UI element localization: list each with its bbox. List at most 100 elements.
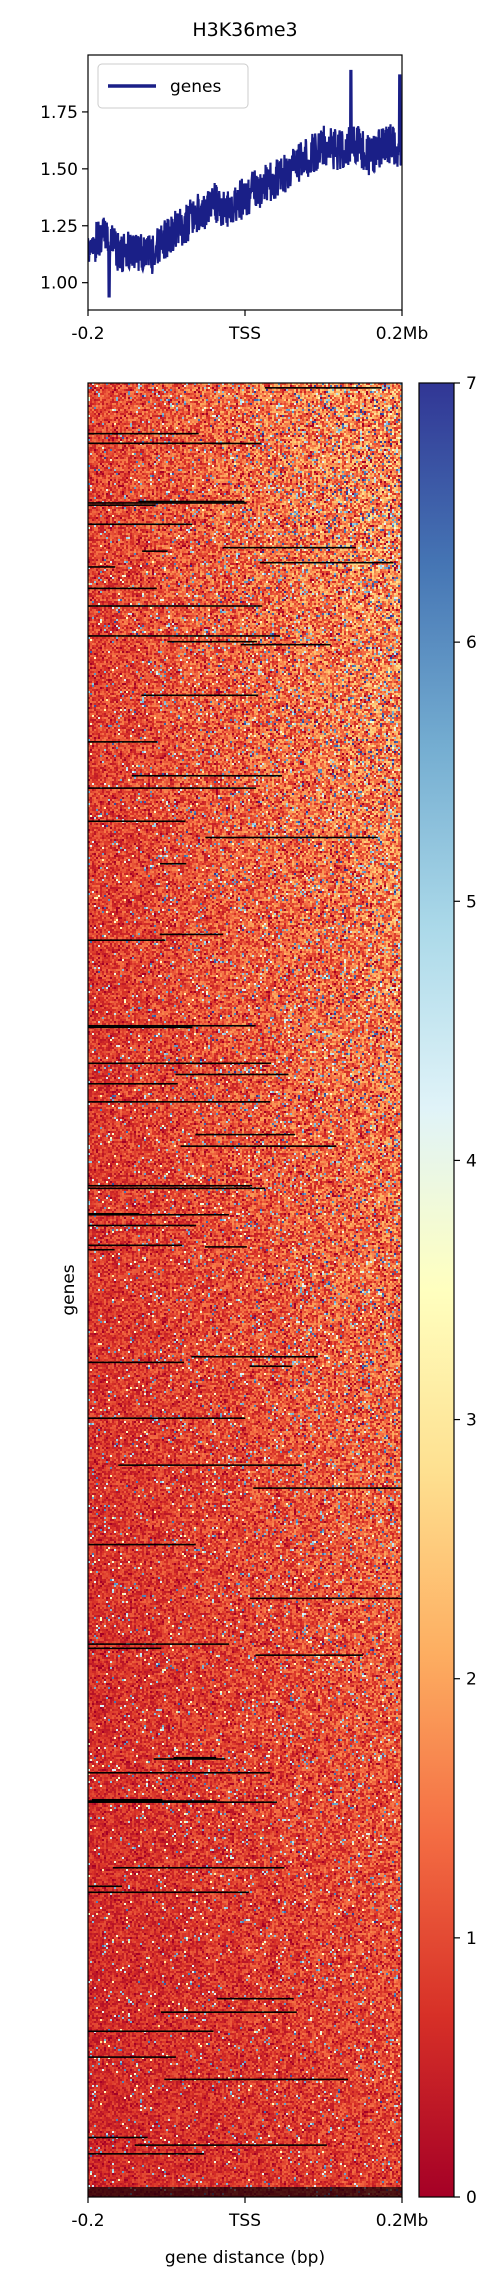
heatmap-cells — [88, 383, 402, 2197]
heatmap-x-label: gene distance (bp) — [165, 2248, 325, 2268]
missing-row — [88, 2136, 148, 2139]
missing-row — [88, 1543, 196, 1546]
missing-row — [131, 774, 282, 777]
missing-row — [88, 1187, 266, 1190]
colorbar: 0 1 2 3 4 5 6 7 — [418, 374, 477, 2208]
missing-row — [88, 1647, 162, 1650]
colorbar-tick-label: 0 — [466, 2188, 477, 2208]
profile-title: H3K36me3 — [192, 19, 297, 41]
missing-row — [167, 640, 257, 643]
missing-row — [159, 933, 223, 936]
missing-row — [88, 1417, 246, 1419]
missing-row — [88, 1026, 193, 1029]
missing-row — [88, 1213, 229, 1216]
missing-row — [141, 694, 259, 697]
missing-row — [88, 1361, 185, 1364]
missing-row — [88, 502, 247, 504]
heatmap-x-tick-label: -0.2 — [71, 2211, 104, 2231]
profile-y-tick-label: 1.50 — [40, 160, 78, 180]
heatmap-x-tick-label: 0.2Mb — [376, 2211, 429, 2231]
profile-x-axis: -0.2 TSS 0.2Mb — [71, 310, 428, 344]
missing-row — [118, 1464, 302, 1466]
missing-row — [88, 1184, 253, 1187]
missing-row — [88, 504, 156, 506]
missing-row — [138, 500, 245, 503]
missing-row — [249, 1597, 402, 1600]
missing-row — [88, 1885, 123, 1888]
missing-row — [88, 566, 116, 568]
missing-row — [88, 2030, 214, 2033]
profile-x-tick-label: 0.2Mb — [376, 324, 429, 344]
missing-row — [160, 862, 187, 865]
missing-row — [88, 1244, 183, 1247]
profile-series-genes — [88, 69, 402, 298]
missing-row — [88, 523, 193, 526]
profile-line-genes — [88, 69, 402, 298]
missing-row — [153, 1758, 226, 1760]
missing-row — [173, 1756, 217, 1759]
profile-x-tick-label: TSS — [228, 324, 261, 344]
missing-row — [88, 787, 257, 789]
heatmap-x-axis: -0.2 TSS 0.2Mb — [71, 2197, 428, 2231]
missing-row — [255, 1654, 363, 1656]
missing-row — [88, 2153, 205, 2155]
missing-row — [264, 387, 382, 389]
missing-row — [88, 2056, 176, 2058]
missing-row — [88, 1800, 217, 1802]
missing-row — [164, 2078, 349, 2081]
profile-y-tick-label: 1.25 — [40, 217, 78, 237]
missing-row — [88, 587, 157, 590]
colorbar-ticks: 0 1 2 3 4 5 6 7 — [454, 374, 477, 2208]
missing-row — [88, 939, 166, 941]
missing-row — [88, 1643, 230, 1645]
missing-row — [249, 1365, 293, 1368]
missing-row — [240, 643, 331, 646]
missing-row — [222, 546, 356, 549]
colorbar-tick-label: 4 — [466, 1151, 477, 1171]
colorbar-tick-label: 5 — [466, 892, 477, 912]
heatmap-x-tick-label: TSS — [228, 2211, 261, 2231]
missing-row — [88, 442, 231, 445]
missing-row — [88, 1024, 256, 1027]
missing-row — [88, 1771, 271, 1774]
missing-row — [175, 1073, 289, 1076]
legend-label-genes: genes — [170, 77, 221, 97]
missing-row — [195, 1133, 296, 1136]
profile-y-tick-label: 1.00 — [40, 274, 78, 294]
colorbar-tick-label: 1 — [466, 1929, 477, 1949]
missing-row — [88, 1224, 197, 1227]
missing-row — [180, 1145, 337, 1147]
heatmap-y-label: genes — [59, 1264, 79, 1315]
profile-y-tick-label: 1.75 — [40, 103, 78, 123]
missing-row — [88, 1248, 115, 1251]
colorbar-tick-label: 6 — [466, 633, 477, 653]
missing-row — [253, 1487, 402, 1489]
missing-row — [88, 741, 158, 743]
heatmap-image — [88, 383, 402, 2197]
missing-row — [88, 432, 199, 435]
missing-row — [142, 550, 168, 552]
heatmap: -0.2 TSS 0.2Mb gene distance (bp) genes — [59, 382, 428, 2268]
missing-row — [88, 1212, 140, 1215]
missing-row — [88, 1062, 272, 1065]
missing-row — [91, 1798, 163, 1801]
missing-row — [88, 1082, 178, 1085]
missing-row — [205, 836, 378, 839]
missing-row — [134, 2144, 327, 2146]
missing-row — [88, 635, 281, 637]
colorbar-tick-label: 3 — [466, 1411, 477, 1431]
missing-row — [113, 1866, 285, 1869]
profile-x-tick-label: -0.2 — [71, 324, 104, 344]
missing-row — [88, 820, 186, 823]
missing-row — [259, 561, 394, 564]
missing-row — [217, 1997, 294, 2000]
missing-row — [88, 1101, 271, 1103]
colorbar-tick-label: 2 — [466, 1670, 477, 1690]
heatmap-missing-rows — [88, 387, 402, 2197]
missing-row — [212, 442, 261, 445]
missing-row — [88, 2187, 402, 2197]
missing-row — [191, 1355, 318, 1358]
colorbar-gradient — [418, 382, 455, 2198]
missing-row — [88, 605, 263, 607]
